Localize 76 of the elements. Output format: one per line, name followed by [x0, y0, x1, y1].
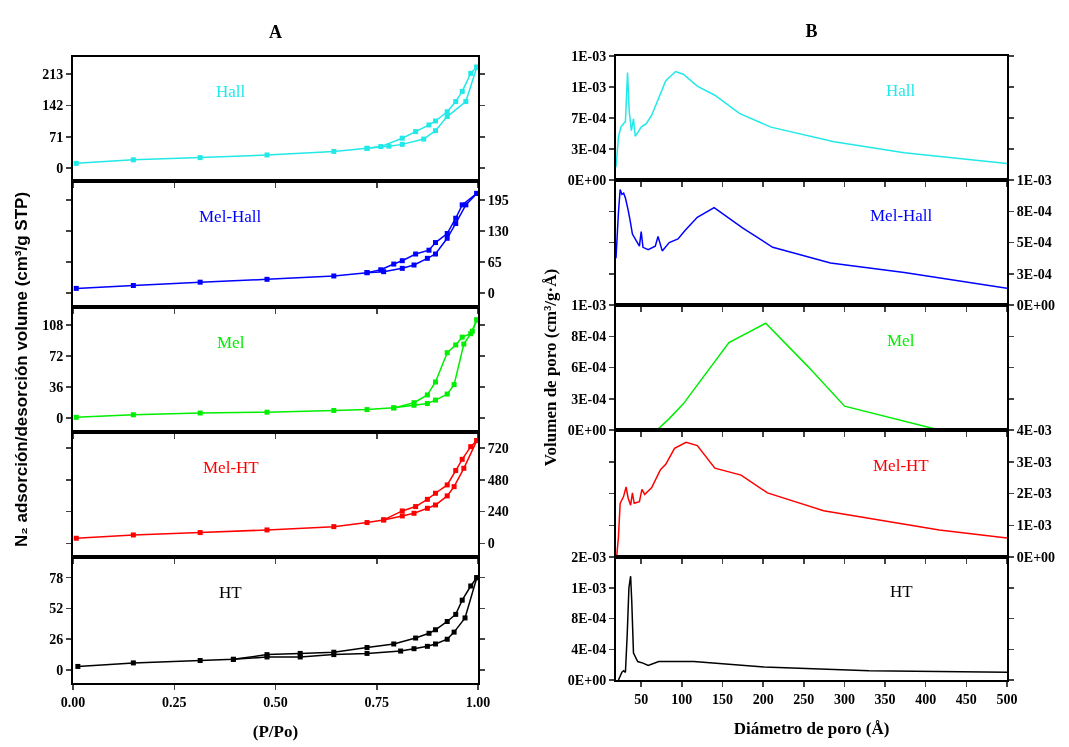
annotation: Hall [216, 82, 246, 101]
y2-tick-label: 3E-03 [1016, 454, 1052, 470]
annotation: HT [890, 582, 914, 601]
x-tick-label: 0.25 [162, 694, 187, 710]
y2-tick-label: 4E-03 [1016, 422, 1052, 438]
y-tick-label: 0 [56, 411, 64, 427]
y-tick-label: 0E+00 [567, 172, 607, 188]
x-axis-title: (P/Po) [252, 721, 299, 741]
chart-title: B [805, 21, 818, 42]
annotation: Mel [217, 333, 245, 352]
x-tick-label: 200 [752, 691, 774, 707]
x-tick-label: 0.75 [364, 694, 389, 710]
y2-tick-label: 0 [487, 536, 495, 552]
annotation: Mel-Hall [870, 206, 933, 225]
x-tick-label: 300 [833, 691, 855, 707]
y-tick-label: 7E-04 [571, 110, 607, 126]
x-tick-label: 250 [793, 691, 815, 707]
y2-tick-label: 8E-04 [1016, 204, 1052, 220]
annotation: Mel-Hall [199, 207, 262, 226]
y-tick-label: 8E-04 [571, 329, 607, 345]
annotation: Hall [886, 81, 916, 100]
y-tick-label: 0E+00 [567, 422, 607, 438]
y-tick-label: 0E+00 [567, 672, 607, 688]
y-tick-label: 36 [49, 380, 64, 396]
x-tick-label: 400 [915, 691, 937, 707]
y-tick-label: 26 [49, 632, 64, 648]
y2-tick-label: 720 [487, 441, 509, 457]
y-tick-label: 3E-04 [571, 391, 607, 407]
x-tick-label: 450 [955, 691, 977, 707]
y-tick-label: 52 [49, 601, 64, 617]
y-tick-label: 1E-03 [571, 48, 607, 64]
y2-tick-label: 0E+00 [1016, 549, 1056, 565]
annotation: Mel-HT [203, 458, 260, 477]
y-tick-label: 1E-03 [571, 297, 607, 313]
y-tick-label: 2E-03 [571, 549, 607, 565]
y-tick-label: 108 [42, 318, 64, 333]
y-axis-title: Volumen de poro (cm³/g·Å) [541, 268, 560, 467]
y2-tick-label: 195 [487, 192, 509, 208]
y2-tick-label: 0E+00 [1016, 297, 1056, 313]
annotation: HT [219, 583, 243, 602]
y-tick-label: 0 [56, 662, 64, 678]
y2-tick-label: 130 [487, 224, 509, 240]
y2-tick-label: 240 [487, 504, 509, 520]
y2-tick-label: 0 [487, 286, 495, 302]
x-tick-label: 50 [634, 691, 649, 707]
x-tick-label: 150 [711, 691, 733, 707]
y-tick-label: 6E-04 [571, 360, 607, 376]
y2-tick-label: 3E-04 [1016, 266, 1052, 282]
y2-tick-label: 1E-03 [1016, 518, 1052, 534]
y-tick-label: 1E-03 [571, 79, 607, 95]
y-tick-label: 3E-04 [571, 141, 607, 157]
y-axis-title: N₂ adsorción/desorción volume (cm³/g STP) [12, 191, 32, 548]
x-tick-label: 0.00 [60, 694, 86, 710]
y2-tick-label: 480 [487, 472, 509, 488]
x-tick-label: 1.00 [465, 694, 491, 710]
y-tick-label: 1E-03 [571, 580, 607, 596]
y2-tick-label: 65 [487, 255, 502, 271]
y-tick-label: 0 [56, 161, 64, 177]
x-tick-label: 0.50 [263, 694, 288, 710]
y-tick-label: 213 [42, 67, 64, 83]
y2-tick-label: 5E-04 [1016, 235, 1052, 251]
y2-tick-label: 2E-03 [1016, 486, 1052, 502]
chart-title: A [269, 22, 282, 43]
x-tick-label: 500 [996, 691, 1018, 707]
y-tick-label: 142 [42, 98, 64, 114]
y2-tick-label: 1E-03 [1016, 172, 1052, 188]
y-tick-label: 78 [49, 570, 64, 586]
y-tick-label: 4E-04 [571, 642, 607, 658]
x-tick-label: 100 [671, 691, 693, 707]
annotation: Mel-HT [873, 456, 930, 475]
y-tick-label: 72 [49, 349, 64, 365]
y-tick-label: 8E-04 [571, 611, 607, 627]
x-axis-title: Diámetro de poro (Å) [733, 718, 890, 738]
y-tick-label: 71 [49, 129, 64, 145]
annotation: Mel [887, 331, 915, 350]
x-tick-label: 350 [874, 691, 896, 707]
